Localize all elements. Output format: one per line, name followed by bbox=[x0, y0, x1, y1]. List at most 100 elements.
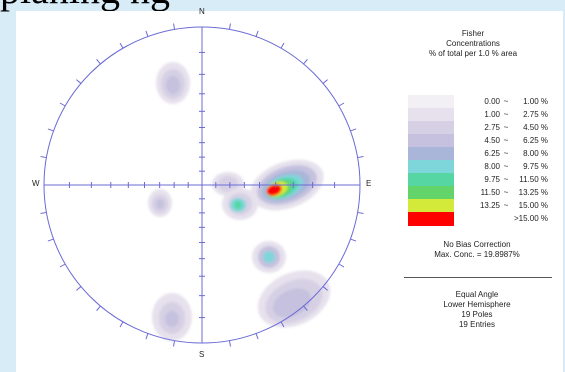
legend-low: 9.75 bbox=[484, 175, 500, 184]
legend-high: 4.50 % bbox=[523, 123, 548, 132]
contour-cluster-right-middle bbox=[252, 241, 286, 273]
east-label: E bbox=[366, 179, 372, 188]
perimeter-tick bbox=[59, 102, 66, 107]
legend-row: 6.25 ~8.00 % bbox=[408, 147, 565, 161]
legend-sep: ~ bbox=[503, 97, 509, 106]
projection-type: Equal Angle bbox=[455, 290, 499, 299]
perimeter-tick bbox=[40, 156, 47, 159]
legend-row: 13.25 ~15.00 % bbox=[408, 199, 565, 213]
perimeter-tick bbox=[228, 340, 231, 347]
perimeter-tick bbox=[40, 211, 47, 214]
hemisphere-text: Lower Hemisphere bbox=[443, 300, 511, 309]
legend-title-line: Concentrations bbox=[446, 39, 500, 48]
legend-high: 2.75 % bbox=[523, 110, 548, 119]
perimeter-tick bbox=[119, 42, 124, 49]
perimeter-tick bbox=[47, 238, 54, 242]
contour-cluster-lower-right bbox=[257, 270, 331, 328]
legend-swatch bbox=[408, 95, 454, 109]
south-label: S bbox=[199, 350, 205, 359]
legend-swatch bbox=[408, 160, 454, 174]
legend-sep: ~ bbox=[503, 188, 509, 197]
legend-title-line: % of total per 1.0 % area bbox=[428, 49, 518, 58]
perimeter-tick bbox=[338, 102, 345, 107]
legend-swatch bbox=[408, 121, 454, 135]
perimeter-tick bbox=[145, 333, 149, 340]
entries-count: 19 Entries bbox=[458, 320, 496, 329]
legend-low: 1.00 bbox=[484, 110, 500, 119]
perimeter-tick bbox=[338, 263, 345, 268]
perimeter-tick bbox=[322, 286, 328, 291]
legend-row: 8.00 ~9.75 % bbox=[408, 160, 565, 174]
perimeter-tick bbox=[350, 238, 357, 242]
legend-swatch bbox=[408, 147, 454, 161]
legend-high: >15.00 % bbox=[513, 214, 548, 223]
legend-row: 1.00 ~2.75 % bbox=[408, 108, 565, 122]
legend-row: 9.75 ~11.50 % bbox=[408, 173, 565, 187]
bias-correction-text: No Bias Correction bbox=[443, 240, 511, 249]
legend-title-line: Fisher bbox=[461, 29, 485, 38]
legend-sep: ~ bbox=[503, 201, 509, 210]
info-divider bbox=[404, 277, 552, 278]
legend-high: 8.00 % bbox=[523, 149, 548, 158]
poles-count: 19 Poles bbox=[461, 310, 493, 319]
perimeter-tick bbox=[303, 305, 308, 311]
legend-high: 13.25 % bbox=[518, 188, 548, 197]
perimeter-tick bbox=[357, 211, 364, 214]
legend-swatch bbox=[408, 173, 454, 187]
perimeter-tick bbox=[322, 79, 328, 84]
perimeter-tick bbox=[280, 42, 285, 49]
perimeter-tick bbox=[145, 30, 149, 37]
perimeter-tick bbox=[228, 23, 231, 30]
net-tick-marks bbox=[40, 23, 364, 347]
legend-high: 15.00 % bbox=[518, 201, 548, 210]
north-label: N bbox=[199, 7, 205, 16]
stereonet-panel: N S W E Fisher Concentrations % of total… bbox=[16, 7, 565, 372]
contour-clusters bbox=[148, 62, 331, 341]
perimeter-tick bbox=[47, 128, 54, 132]
legend-swatch bbox=[408, 186, 454, 200]
perimeter-tick bbox=[303, 59, 308, 65]
legend-sep: ~ bbox=[503, 162, 509, 171]
contour-cluster-lower-left bbox=[152, 293, 192, 341]
max-concentration-text: Max. Conc. = 19.8987% bbox=[434, 250, 520, 259]
legend-low: 0.00 bbox=[484, 97, 500, 106]
legend-swatch bbox=[408, 199, 454, 213]
legend-row: 4.50 ~6.25 % bbox=[408, 134, 565, 148]
legend-high: 6.25 % bbox=[523, 136, 548, 145]
page-heading-fragment: planing ng bbox=[0, 0, 565, 10]
perimeter-tick bbox=[76, 286, 82, 291]
legend-row: 11.50 ~13.25 % bbox=[408, 186, 565, 200]
projection-info: Equal Angle Lower Hemisphere 19 Poles 19… bbox=[402, 290, 552, 330]
legend-low: 8.00 bbox=[484, 162, 500, 171]
legend-sep: ~ bbox=[503, 136, 509, 145]
legend-high: 11.50 % bbox=[519, 175, 548, 184]
legend-sep: ~ bbox=[503, 123, 509, 132]
perimeter-tick bbox=[59, 263, 66, 268]
perimeter-tick bbox=[255, 333, 259, 340]
legend-low: 2.75 bbox=[484, 123, 500, 132]
perimeter-tick bbox=[119, 321, 124, 328]
legend-swatch bbox=[408, 108, 454, 122]
perimeter-tick bbox=[350, 128, 357, 132]
legend-sep: ~ bbox=[503, 110, 509, 119]
legend-low: 6.25 bbox=[484, 149, 500, 158]
legend-row: 2.75 ~4.50 % bbox=[408, 121, 565, 135]
legend-low: 4.50 bbox=[484, 136, 500, 145]
perimeter-tick bbox=[96, 59, 101, 65]
perimeter-tick bbox=[173, 23, 176, 30]
legend-low: 13.25 bbox=[479, 201, 500, 210]
perimeter-tick bbox=[76, 79, 82, 84]
legend-low: 11.50 bbox=[480, 188, 500, 197]
perimeter-tick bbox=[280, 321, 285, 328]
legend-sep: ~ bbox=[503, 175, 509, 184]
legend-sep: ~ bbox=[503, 149, 509, 158]
legend-swatch bbox=[408, 134, 454, 148]
perimeter-tick bbox=[96, 305, 101, 311]
legend-row: 0.00 ~1.00 % bbox=[408, 95, 565, 109]
perimeter-tick bbox=[255, 30, 259, 37]
perimeter-tick bbox=[173, 340, 176, 347]
legend-swatch bbox=[408, 212, 454, 226]
stereonet-plot bbox=[40, 23, 364, 347]
west-label: W bbox=[32, 179, 40, 188]
legend-title: Fisher Concentrations % of total per 1.0… bbox=[408, 29, 538, 59]
